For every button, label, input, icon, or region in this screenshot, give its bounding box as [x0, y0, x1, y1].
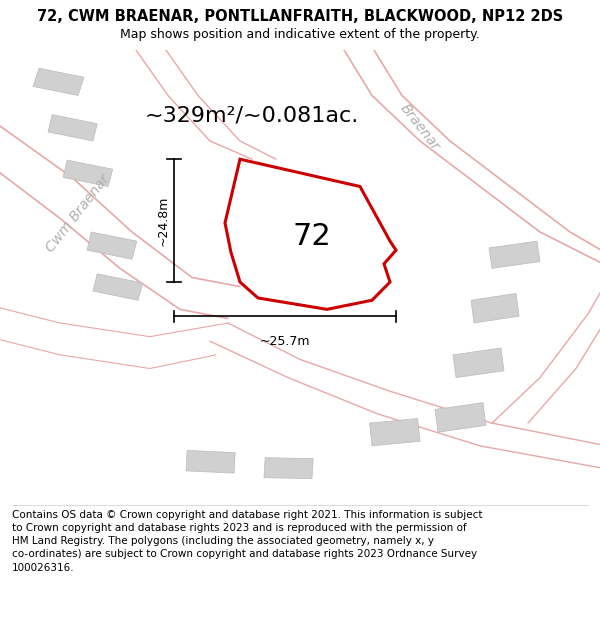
Text: Cwm Braenar: Cwm Braenar — [43, 173, 113, 255]
Text: ~329m²/~0.081ac.: ~329m²/~0.081ac. — [145, 106, 359, 126]
Polygon shape — [225, 159, 396, 309]
Polygon shape — [453, 348, 504, 378]
Text: Contains OS data © Crown copyright and database right 2021. This information is : Contains OS data © Crown copyright and d… — [12, 510, 482, 572]
Polygon shape — [370, 419, 420, 446]
Text: 72, CWM BRAENAR, PONTLLANFRAITH, BLACKWOOD, NP12 2DS: 72, CWM BRAENAR, PONTLLANFRAITH, BLACKWO… — [37, 9, 563, 24]
Polygon shape — [489, 241, 540, 268]
Polygon shape — [186, 451, 235, 473]
Polygon shape — [264, 458, 313, 479]
Polygon shape — [435, 402, 486, 432]
Text: 72: 72 — [293, 222, 331, 251]
Text: Braenar: Braenar — [397, 101, 443, 153]
Polygon shape — [93, 274, 143, 300]
Text: ~25.7m: ~25.7m — [260, 335, 310, 348]
Polygon shape — [48, 114, 97, 141]
Polygon shape — [471, 293, 519, 323]
Text: ~24.8m: ~24.8m — [157, 196, 170, 246]
Polygon shape — [63, 160, 113, 186]
Polygon shape — [87, 232, 137, 259]
Text: Map shows position and indicative extent of the property.: Map shows position and indicative extent… — [120, 28, 480, 41]
Polygon shape — [33, 68, 84, 96]
